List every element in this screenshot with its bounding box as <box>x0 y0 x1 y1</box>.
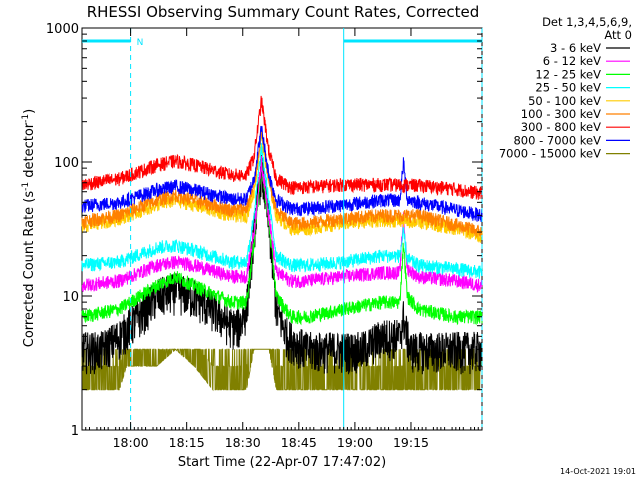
legend-label-7: 800 - 7000 keV <box>513 133 601 147</box>
y-tick-label-0: 1 <box>71 424 79 439</box>
x-tick-label-4: 19:00 <box>337 435 373 450</box>
y-axis-label-exp-2: -1 <box>21 114 31 123</box>
y-axis-label-part-1: Corrected Count Rate (s <box>22 191 37 348</box>
y-axis-label-part-2: detector <box>22 122 37 182</box>
series-line-3 <box>81 143 483 279</box>
y-axis-label-exp-1: -1 <box>21 182 31 191</box>
y-axis-label: Corrected Count Rate (s-1 detector-1) <box>21 109 37 347</box>
x-axis-label: Start Time (22-Apr-07 17:47:02) <box>178 455 386 470</box>
y-tick-label-2: 100 <box>54 156 79 171</box>
legend-label-1: 6 - 12 keV <box>543 54 601 68</box>
x-tick-label-2: 18:30 <box>225 435 261 450</box>
series-layer <box>81 95 483 392</box>
x-tick-label-0: 18:00 <box>113 435 149 450</box>
y-axis-label-part-3: ) <box>22 109 37 114</box>
legend-header-line-2: Att 0 <box>604 28 632 42</box>
axis-layer: 18:00 18:15 18:30 18:45 19:00 19:15 1 10 100 1000 <box>46 22 483 450</box>
y-tick-label-1: 10 <box>62 290 79 305</box>
night-bar-label: N <box>137 38 144 48</box>
x-tick-label-3: 18:45 <box>281 435 317 450</box>
x-tick-label-1: 18:15 <box>169 435 205 450</box>
series-line-7 <box>81 125 483 223</box>
y-tick-label-3: 1000 <box>46 22 79 37</box>
x-tick-label-5: 19:15 <box>393 435 429 450</box>
legend-label-5: 100 - 300 keV <box>521 107 601 121</box>
footer-timestamp: 14-Oct-2021 19:01 <box>560 467 636 476</box>
series-line-6 <box>81 95 483 200</box>
legend-label-8: 7000 - 15000 keV <box>499 147 601 161</box>
series-line-1 <box>81 155 483 293</box>
annotation-layer: N <box>82 28 483 430</box>
legend-label-3: 25 - 50 keV <box>535 81 601 95</box>
plot-area: N 18:00 18:15 18:30 18:45 19:00 19:15 1 10 100 10… <box>46 22 483 450</box>
legend-header-line-1: Det 1,3,4,5,6,9, <box>542 15 632 29</box>
legend-label-4: 50 - 100 keV <box>528 94 601 108</box>
legend-label-6: 300 - 800 keV <box>521 120 601 134</box>
series-line-2 <box>81 161 483 326</box>
legend-label-2: 12 - 25 keV <box>535 67 601 81</box>
chart-title: RHESSI Observing Summary Count Rates, Co… <box>87 3 480 21</box>
legend-label-0: 3 - 6 keV <box>550 41 601 55</box>
